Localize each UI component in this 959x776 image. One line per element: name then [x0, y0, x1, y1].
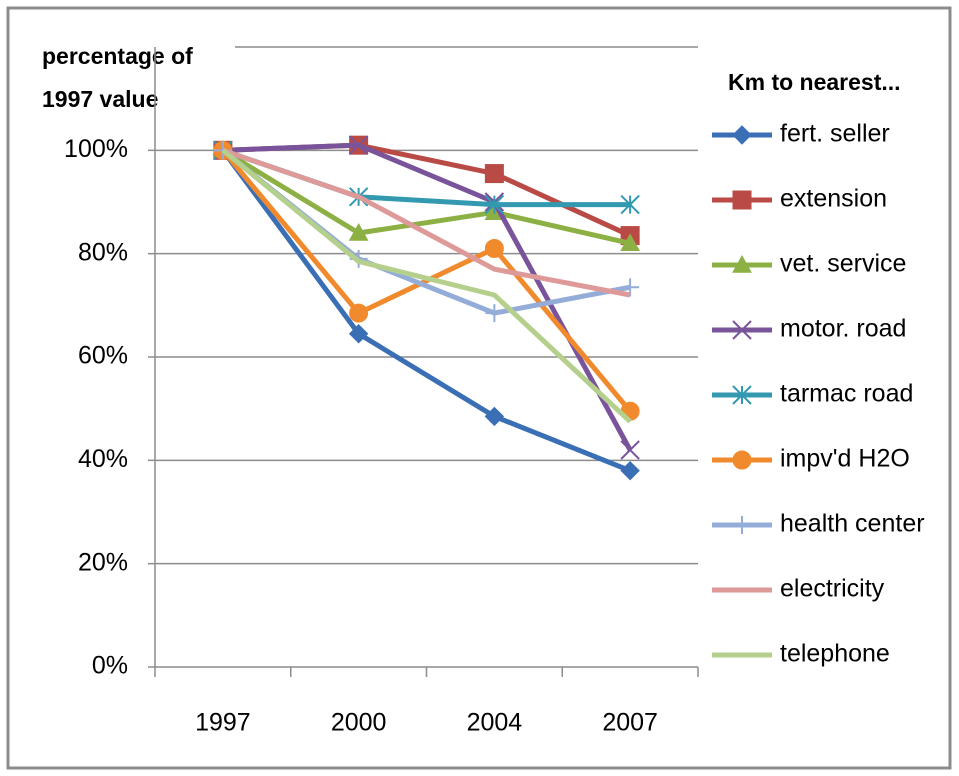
x-tick-label: 2007 — [602, 709, 658, 737]
legend-label: health center — [780, 510, 925, 538]
marker — [620, 440, 640, 460]
legend-label: impv'd H2O — [780, 445, 910, 473]
legend-label: vet. service — [780, 250, 906, 278]
y-tick-label: 60% — [78, 342, 128, 370]
x-tick-label: 1997 — [195, 709, 251, 737]
series-line — [221, 148, 632, 424]
chart-frame — [6, 6, 952, 770]
series-line — [220, 148, 633, 413]
marker — [485, 304, 504, 323]
legend-label: telephone — [780, 640, 890, 668]
marker — [349, 303, 369, 323]
marker — [348, 135, 369, 155]
y-tick-label: 80% — [78, 238, 128, 266]
marker — [484, 164, 504, 184]
y-tick-label: 20% — [78, 548, 128, 576]
y-axis-title: 1997 value — [42, 86, 158, 112]
marker — [732, 320, 752, 340]
marker — [484, 239, 504, 258]
y-axis-title: percentage of — [42, 43, 193, 69]
x-tick-label: 2000 — [331, 709, 387, 737]
legend-label: motor. road — [780, 315, 906, 343]
marker — [732, 254, 752, 273]
marker — [732, 385, 752, 405]
marker — [620, 233, 640, 252]
marker — [732, 450, 752, 470]
legend-title: Km to nearest... — [728, 69, 901, 95]
series-line — [221, 148, 631, 246]
series-line — [220, 148, 632, 473]
legend-label: tarmac road — [780, 380, 913, 408]
y-tick-label: 100% — [64, 135, 128, 163]
marker — [620, 460, 640, 481]
marker — [732, 125, 752, 145]
marker — [348, 324, 369, 344]
marker — [620, 194, 640, 215]
legend-label: fert. seller — [780, 120, 890, 148]
marker — [484, 406, 505, 427]
series-line — [222, 147, 631, 298]
x-tick-label: 2004 — [467, 709, 523, 737]
legend-label: extension — [780, 185, 887, 213]
legend-label: electricity — [780, 575, 885, 603]
marker — [484, 194, 505, 215]
marker — [348, 222, 369, 241]
marker — [733, 516, 751, 534]
marker — [732, 190, 752, 210]
y-tick-label: 0% — [92, 652, 128, 680]
y-tick-label: 40% — [78, 445, 128, 473]
